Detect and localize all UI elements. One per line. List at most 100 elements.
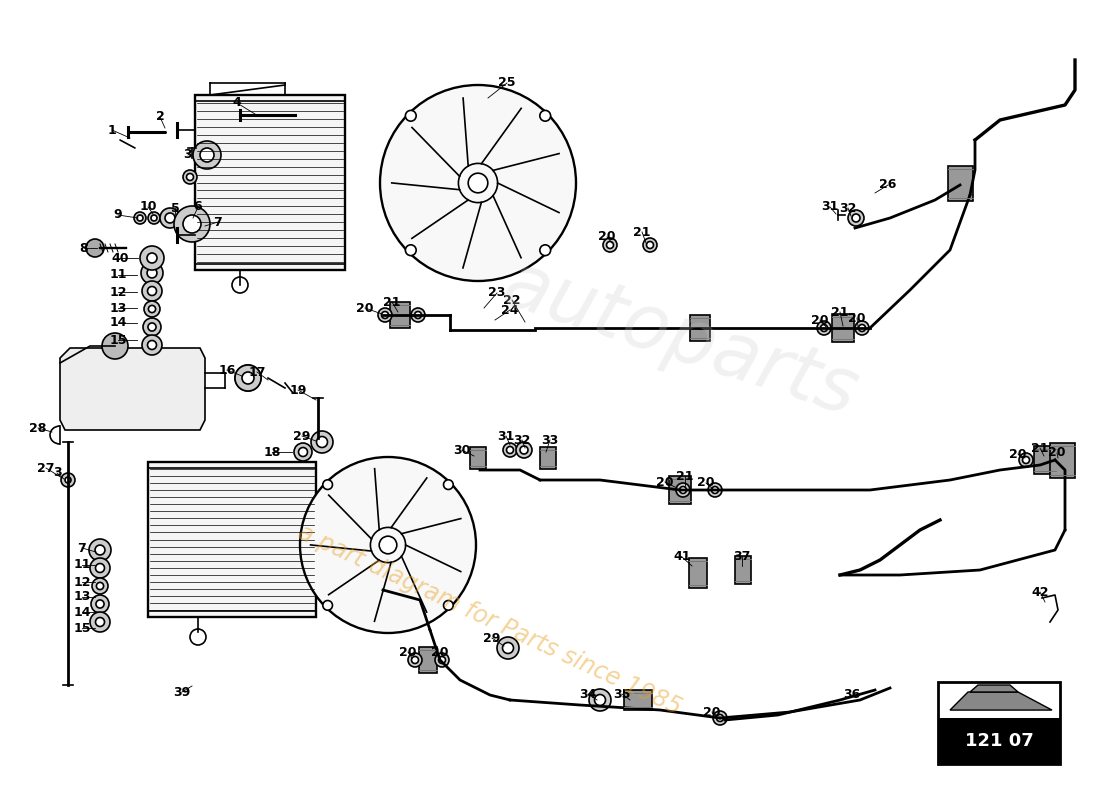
Circle shape xyxy=(378,308,392,322)
Circle shape xyxy=(1058,457,1066,463)
Circle shape xyxy=(497,637,519,659)
Text: 30: 30 xyxy=(453,443,471,457)
Circle shape xyxy=(142,335,162,355)
Text: 20: 20 xyxy=(1048,446,1066,459)
Bar xyxy=(195,95,345,270)
Bar xyxy=(624,690,652,710)
Circle shape xyxy=(141,262,163,284)
Text: 40: 40 xyxy=(111,251,129,265)
Circle shape xyxy=(86,239,104,257)
Text: 34: 34 xyxy=(580,687,596,701)
Text: 35: 35 xyxy=(614,687,630,701)
Circle shape xyxy=(434,653,449,667)
Text: 17: 17 xyxy=(249,366,266,378)
Text: 28: 28 xyxy=(30,422,46,434)
Circle shape xyxy=(165,213,175,223)
Circle shape xyxy=(439,657,446,663)
Circle shape xyxy=(143,318,161,336)
Circle shape xyxy=(406,110,416,121)
Circle shape xyxy=(90,612,110,632)
Circle shape xyxy=(1019,453,1033,467)
Circle shape xyxy=(382,311,388,318)
Text: 4: 4 xyxy=(232,97,241,110)
Circle shape xyxy=(102,333,128,359)
Text: 36: 36 xyxy=(844,687,860,701)
Circle shape xyxy=(516,442,532,458)
Circle shape xyxy=(1023,457,1030,463)
Text: 20: 20 xyxy=(598,230,616,243)
Text: 14: 14 xyxy=(74,606,90,618)
Circle shape xyxy=(1055,453,1069,467)
Text: 33: 33 xyxy=(541,434,559,446)
Bar xyxy=(690,315,710,341)
Circle shape xyxy=(183,170,197,184)
Circle shape xyxy=(408,653,422,667)
Circle shape xyxy=(848,210,864,226)
Circle shape xyxy=(594,694,605,706)
Bar xyxy=(947,166,972,201)
Text: 21: 21 xyxy=(634,226,651,238)
Bar xyxy=(419,647,437,673)
Circle shape xyxy=(60,473,75,487)
Bar xyxy=(689,558,707,588)
Bar xyxy=(832,314,854,342)
Text: 1: 1 xyxy=(108,123,117,137)
Text: 12: 12 xyxy=(74,575,90,589)
Circle shape xyxy=(311,431,333,453)
Circle shape xyxy=(142,281,162,301)
Text: 3: 3 xyxy=(184,149,192,162)
Text: 15: 15 xyxy=(109,334,126,346)
Bar xyxy=(938,682,1060,764)
Circle shape xyxy=(138,215,143,221)
Text: 21: 21 xyxy=(832,306,849,318)
Circle shape xyxy=(140,246,164,270)
Text: 15: 15 xyxy=(74,622,90,634)
Circle shape xyxy=(242,372,254,384)
Text: 20: 20 xyxy=(848,311,866,325)
Circle shape xyxy=(680,486,686,494)
Circle shape xyxy=(96,618,104,626)
Circle shape xyxy=(96,563,104,573)
Circle shape xyxy=(200,148,214,162)
Text: 41: 41 xyxy=(673,550,691,563)
Circle shape xyxy=(89,539,111,561)
Text: 13: 13 xyxy=(74,590,90,603)
Circle shape xyxy=(97,582,103,590)
Text: 20: 20 xyxy=(697,477,715,490)
Circle shape xyxy=(588,689,610,711)
Bar xyxy=(148,462,316,617)
Circle shape xyxy=(469,174,487,193)
Text: 21: 21 xyxy=(383,295,400,309)
Text: 10: 10 xyxy=(140,201,156,214)
Bar xyxy=(669,476,691,504)
Circle shape xyxy=(411,308,425,322)
Circle shape xyxy=(147,323,156,331)
Text: 11: 11 xyxy=(109,269,126,282)
Circle shape xyxy=(506,446,514,454)
Circle shape xyxy=(712,486,718,494)
Circle shape xyxy=(317,437,328,447)
Polygon shape xyxy=(950,692,1052,710)
Circle shape xyxy=(151,215,157,221)
Text: 21: 21 xyxy=(676,470,694,482)
Circle shape xyxy=(415,311,421,318)
Circle shape xyxy=(300,457,476,633)
Circle shape xyxy=(174,206,210,242)
Bar xyxy=(540,447,556,469)
Circle shape xyxy=(708,483,722,497)
Text: 37: 37 xyxy=(734,550,750,563)
Circle shape xyxy=(322,601,332,610)
Circle shape xyxy=(443,480,453,490)
Circle shape xyxy=(147,286,156,295)
Text: 121 07: 121 07 xyxy=(965,732,1033,750)
Text: 20: 20 xyxy=(703,706,720,718)
Circle shape xyxy=(603,238,617,252)
Text: 6: 6 xyxy=(194,201,202,214)
Circle shape xyxy=(90,558,110,578)
Text: 31: 31 xyxy=(822,201,838,214)
Circle shape xyxy=(148,212,159,224)
Circle shape xyxy=(713,711,727,725)
Text: 20: 20 xyxy=(356,302,374,314)
Text: 25: 25 xyxy=(498,77,516,90)
Text: a part diagram for Parts since 1985: a part diagram for Parts since 1985 xyxy=(295,520,685,720)
